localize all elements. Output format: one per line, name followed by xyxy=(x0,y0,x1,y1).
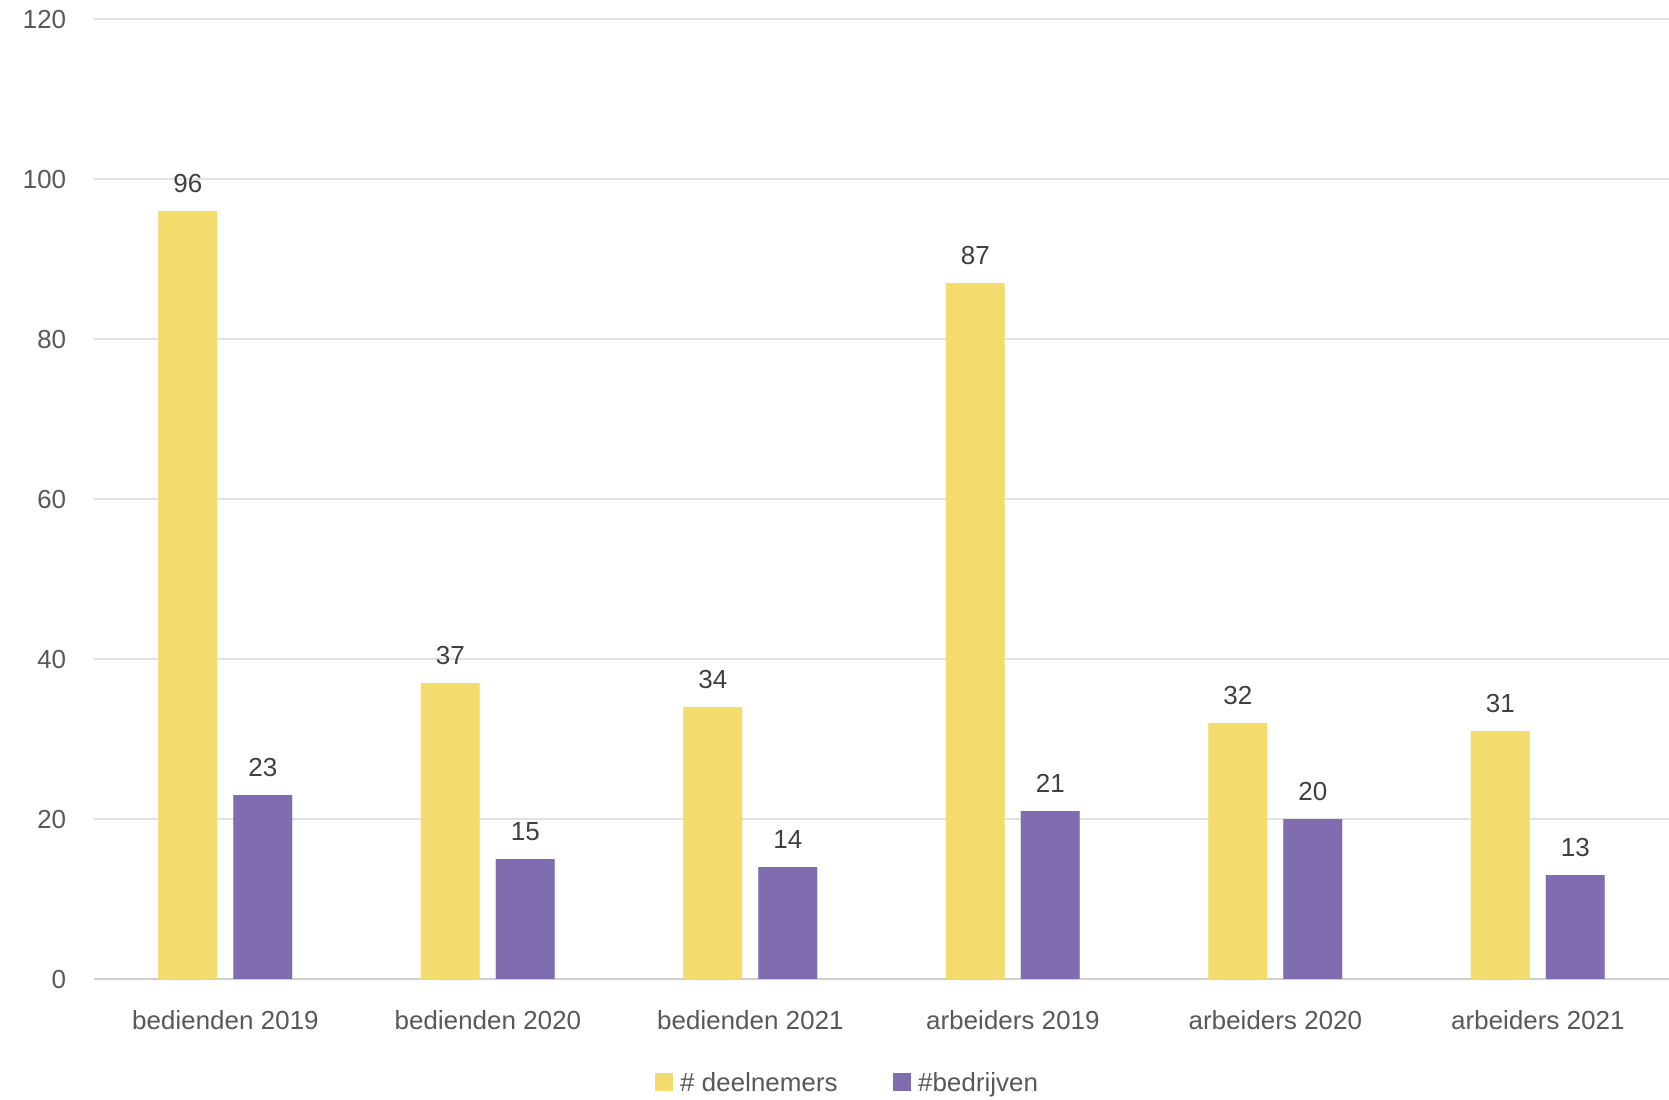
bars xyxy=(158,211,1605,979)
data-labels: 96 23 37 15 34 14 87 21 32 20 31 13 xyxy=(173,168,1589,862)
data-label: 37 xyxy=(436,640,465,670)
bar-bedrijven-1 xyxy=(495,859,555,979)
y-tick-label: 40 xyxy=(37,644,66,674)
x-category-label: bedienden 2020 xyxy=(394,1005,581,1035)
legend-swatch xyxy=(655,1073,673,1091)
bar-bedrijven-4 xyxy=(1283,819,1343,979)
bar-bedrijven-0 xyxy=(233,795,293,979)
y-tick-label: 100 xyxy=(23,164,66,194)
data-label: 34 xyxy=(698,664,727,694)
data-label: 31 xyxy=(1486,688,1515,718)
bar-deelnemers-4 xyxy=(1208,723,1268,979)
legend-label: # deelnemers xyxy=(680,1067,838,1097)
bar-deelnemers-0 xyxy=(158,211,218,979)
bar-deelnemers-1 xyxy=(420,683,480,979)
data-label: 21 xyxy=(1036,768,1065,798)
x-category-label: arbeiders 2021 xyxy=(1451,1005,1624,1035)
x-category-label: arbeiders 2020 xyxy=(1189,1005,1362,1035)
x-category-label: bedienden 2019 xyxy=(132,1005,319,1035)
y-axis-ticks: 0 20 40 60 80 100 120 xyxy=(23,4,66,994)
data-label: 32 xyxy=(1223,680,1252,710)
legend-label: #bedrijven xyxy=(918,1067,1038,1097)
data-label: 15 xyxy=(511,816,540,846)
y-tick-label: 120 xyxy=(23,4,66,34)
legend-swatch xyxy=(893,1073,911,1091)
bar-bedrijven-3 xyxy=(1020,811,1080,979)
x-axis-categories: bedienden 2019 bedienden 2020 bedienden 20… xyxy=(132,1005,1625,1035)
y-tick-label: 0 xyxy=(52,964,66,994)
data-label: 13 xyxy=(1561,832,1590,862)
legend: # deelnemers #bedrijven xyxy=(655,1067,1038,1097)
y-tick-label: 80 xyxy=(37,324,66,354)
data-label: 20 xyxy=(1298,776,1327,806)
x-category-label: arbeiders 2019 xyxy=(926,1005,1099,1035)
x-category-label: bedienden 2021 xyxy=(657,1005,844,1035)
gridlines xyxy=(94,18,1669,980)
y-tick-label: 60 xyxy=(37,484,66,514)
bar-bedrijven-2 xyxy=(758,867,818,979)
data-label: 23 xyxy=(248,752,277,782)
bar-deelnemers-3 xyxy=(945,283,1005,979)
data-label: 14 xyxy=(773,824,802,854)
bar-deelnemers-2 xyxy=(683,707,743,979)
y-tick-label: 20 xyxy=(37,804,66,834)
bar-deelnemers-5 xyxy=(1470,731,1530,979)
data-label: 96 xyxy=(173,168,202,198)
data-label: 87 xyxy=(961,240,990,270)
bar-bedrijven-5 xyxy=(1545,875,1605,979)
